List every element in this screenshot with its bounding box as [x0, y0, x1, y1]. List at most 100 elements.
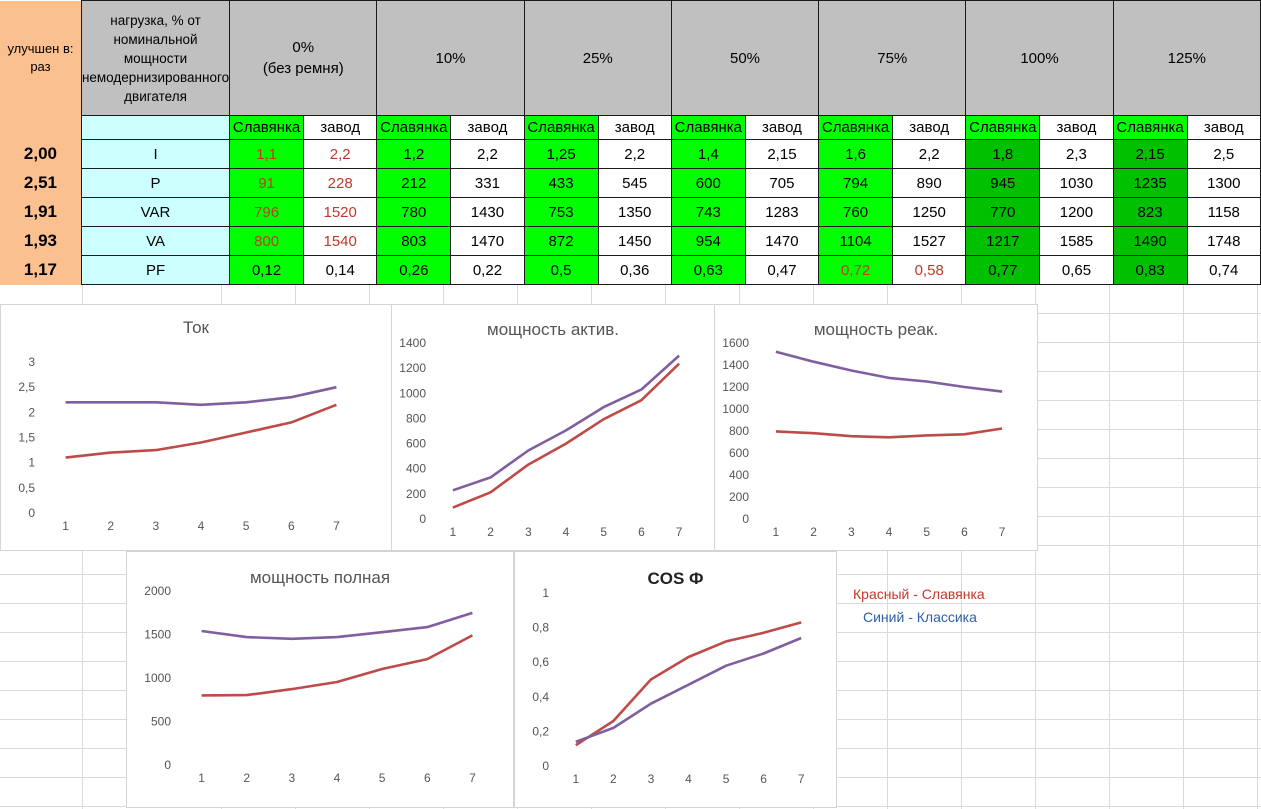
y-tick-label: 1400 — [722, 358, 749, 372]
x-tick-label: 7 — [333, 519, 340, 533]
load-description: нагрузка, % от номинальной мощности немо… — [80, 0, 231, 116]
cell-zavod: 0,36 — [597, 255, 672, 285]
series-line-slavyanka — [575, 621, 802, 747]
cell-zavod: 2,5 — [1186, 139, 1261, 169]
cell-slavyanka: 760 — [818, 197, 894, 227]
y-tick-label: 800 — [729, 424, 749, 438]
cell-slavyanka: 803 — [376, 226, 452, 256]
cell-zavod: 331 — [450, 168, 525, 198]
cell-zavod: 2,2 — [450, 139, 525, 169]
load-col-100: 100% — [965, 0, 1114, 116]
x-tick-label: 1 — [773, 525, 780, 539]
legend-red: Красный - Славянка — [853, 586, 985, 602]
y-tick-label: 500 — [151, 715, 171, 729]
row-label: P — [80, 168, 231, 198]
cell-zavod: 1350 — [597, 197, 672, 227]
y-tick-label: 1200 — [399, 361, 426, 375]
x-tick-label: 5 — [600, 525, 607, 539]
sub-header-zavod: завод — [1039, 115, 1114, 140]
cell-slavyanka: 743 — [670, 197, 746, 227]
load-col-10: 10% — [376, 0, 525, 116]
x-tick-label: 6 — [288, 519, 295, 533]
chart-title: мощность полная — [250, 568, 390, 587]
chart-title: мощность реак. — [814, 320, 938, 339]
sub-header-zavod: завод — [892, 115, 967, 140]
data-table: улучшен в: раз нагрузка, % от номинально… — [0, 0, 1261, 285]
cell-zavod: 1283 — [744, 197, 820, 227]
improvement-value: 1,91 — [0, 197, 82, 227]
sub-header-slavyanka: Славянка — [523, 115, 599, 140]
row-label: PF — [80, 255, 231, 285]
x-tick-label: 5 — [923, 525, 930, 539]
cell-zavod: 1470 — [450, 226, 525, 256]
y-tick-label: 1400 — [399, 336, 426, 350]
x-tick-label: 2 — [243, 771, 250, 785]
load-col-125: 125% — [1112, 0, 1261, 116]
sub-header-zavod: завод — [597, 115, 672, 140]
sub-header-zavod: завод — [303, 115, 378, 140]
cell-slavyanka: 212 — [376, 168, 452, 198]
y-tick-label: 600 — [406, 437, 426, 451]
x-tick-label: 1 — [198, 771, 205, 785]
chart-reactive-power: мощность реак. 0 200 400 600 800 1000 1200 1400 1… — [714, 304, 1038, 551]
sub-header-slavyanka: Славянка — [670, 115, 746, 140]
load-col-0: 0% (без ремня) — [229, 0, 378, 116]
sub-header-zavod: завод — [1186, 115, 1261, 140]
y-tick-label: 2,5 — [18, 380, 35, 394]
cell-zavod: 2,15 — [744, 139, 820, 169]
y-tick-label: 600 — [729, 446, 749, 460]
y-tick-label: 0 — [742, 512, 749, 526]
cell-slavyanka: 872 — [523, 226, 599, 256]
sub-header-slavyanka: Славянка — [818, 115, 894, 140]
y-tick-label: 0 — [164, 758, 171, 772]
y-tick-label: 1000 — [399, 386, 426, 400]
y-tick-label: 0 — [419, 512, 426, 526]
cell-zavod: 1450 — [597, 226, 672, 256]
cell-zavod: 0,22 — [450, 255, 525, 285]
y-tick-label: 2 — [28, 405, 35, 419]
x-tick-label: 6 — [760, 772, 767, 786]
cell-zavod: 1585 — [1039, 226, 1114, 256]
x-tick-label: 2 — [107, 519, 114, 533]
cell-zavod: 1200 — [1039, 197, 1114, 227]
x-tick-label: 3 — [153, 519, 160, 533]
cell-zavod: 2,2 — [892, 139, 967, 169]
x-tick-label: 2 — [610, 772, 617, 786]
row-PF: 1,17 PF 0,12 0,14 0,26 0,22 0,5 0,36 0,63 0,47 0… — [0, 255, 1261, 285]
y-tick-label: 1000 — [722, 402, 749, 416]
sub-header-slavyanka: Славянка — [965, 115, 1041, 140]
cell-zavod: 1527 — [892, 226, 967, 256]
y-tick-label: 0 — [28, 506, 35, 520]
cell-zavod: 705 — [744, 168, 820, 198]
load-col-50: 50% — [670, 0, 820, 116]
y-tick-label: 0,4 — [532, 690, 549, 704]
y-tick-label: 1 — [542, 586, 549, 600]
x-tick-label: 1 — [62, 519, 69, 533]
cell-slavyanka: 1,2 — [376, 139, 452, 169]
series-line-zavod — [575, 636, 802, 744]
sub-header-slavyanka: Славянка — [1112, 115, 1188, 140]
x-tick-label: 1 — [572, 772, 579, 786]
cell-zavod: 1158 — [1186, 197, 1261, 227]
cell-slavyanka: 1,25 — [523, 139, 599, 169]
cell-slavyanka: 1235 — [1112, 168, 1188, 198]
cell-zavod: 0,74 — [1186, 255, 1261, 285]
improvement-spacer — [0, 115, 82, 140]
cell-slavyanka: 0,12 — [229, 255, 305, 285]
chart-current: Ток 0 0,5 1 1,5 2 2,5 3 1 2 3 4 5 6 7 — [0, 304, 392, 551]
improvement-header: улучшен в: раз — [0, 0, 82, 116]
y-tick-label: 400 — [729, 468, 749, 482]
improvement-value: 1,93 — [0, 226, 82, 256]
cell-slavyanka: 800 — [229, 226, 305, 256]
x-tick-label: 3 — [848, 525, 855, 539]
y-tick-label: 1200 — [722, 380, 749, 394]
cell-zavod: 2,2 — [303, 139, 378, 169]
cell-zavod: 1540 — [303, 226, 378, 256]
row-label: VA — [80, 226, 231, 256]
cell-slavyanka: 0,63 — [670, 255, 746, 285]
cell-slavyanka: 954 — [670, 226, 746, 256]
load-col-25: 25% — [523, 0, 672, 116]
x-tick-label: 6 — [961, 525, 968, 539]
sub-header-slavyanka: Славянка — [229, 115, 305, 140]
row-label: VAR — [80, 197, 231, 227]
